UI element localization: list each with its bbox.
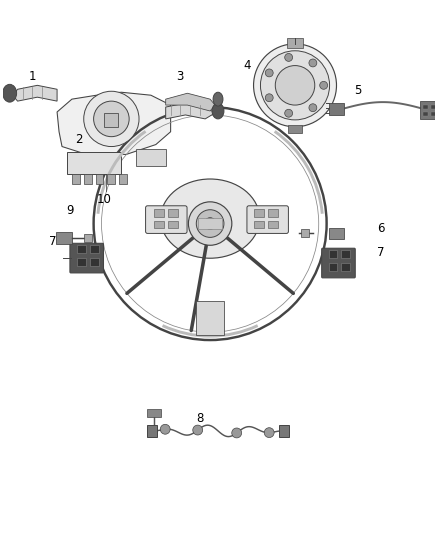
Bar	[90, 258, 99, 266]
Bar	[147, 409, 161, 417]
Circle shape	[188, 202, 232, 245]
Ellipse shape	[212, 103, 224, 119]
Bar	[328, 263, 337, 271]
Bar	[424, 105, 428, 109]
Circle shape	[264, 427, 274, 438]
Ellipse shape	[3, 84, 17, 102]
Bar	[77, 258, 86, 266]
Bar	[72, 174, 80, 184]
Polygon shape	[166, 93, 215, 111]
Circle shape	[309, 104, 317, 111]
Bar	[342, 263, 350, 271]
Bar	[342, 250, 350, 258]
Bar	[105, 113, 118, 127]
Bar	[431, 112, 436, 116]
Bar	[431, 105, 436, 109]
Bar	[420, 101, 438, 119]
Bar	[288, 125, 302, 133]
Circle shape	[193, 425, 203, 435]
Text: 5: 5	[354, 84, 361, 96]
Circle shape	[261, 51, 329, 120]
Bar	[198, 217, 222, 230]
Bar	[196, 301, 224, 335]
Text: 6: 6	[378, 222, 385, 235]
FancyBboxPatch shape	[321, 248, 355, 278]
Bar	[84, 235, 92, 243]
Bar	[328, 228, 344, 239]
Ellipse shape	[213, 92, 223, 106]
Bar	[268, 221, 278, 229]
Circle shape	[320, 82, 328, 89]
Bar	[254, 209, 264, 216]
Circle shape	[204, 217, 216, 230]
Circle shape	[196, 209, 224, 237]
Bar	[254, 221, 264, 229]
Bar	[119, 174, 127, 184]
Circle shape	[309, 59, 317, 67]
Circle shape	[285, 109, 293, 117]
Bar	[155, 221, 164, 229]
Text: 2: 2	[75, 133, 82, 146]
Circle shape	[265, 69, 273, 77]
Bar	[56, 232, 72, 244]
Bar	[168, 209, 178, 216]
Bar	[136, 149, 166, 166]
Bar	[279, 425, 289, 437]
Text: 9: 9	[66, 204, 74, 217]
Circle shape	[84, 91, 139, 147]
Bar	[77, 245, 86, 253]
Bar	[155, 209, 164, 216]
Text: 1: 1	[28, 69, 36, 83]
Polygon shape	[57, 92, 171, 155]
Bar	[287, 38, 303, 48]
Bar	[301, 230, 309, 237]
Text: 7: 7	[49, 235, 56, 248]
Text: 10: 10	[97, 192, 112, 206]
Polygon shape	[166, 103, 215, 119]
Bar	[147, 425, 157, 437]
Text: 7: 7	[378, 246, 385, 259]
FancyBboxPatch shape	[247, 206, 288, 233]
Circle shape	[285, 53, 293, 61]
Polygon shape	[13, 85, 57, 101]
Circle shape	[275, 66, 315, 105]
Bar	[67, 152, 121, 174]
Circle shape	[94, 101, 129, 136]
Circle shape	[254, 44, 336, 127]
FancyBboxPatch shape	[70, 243, 103, 273]
Bar	[328, 103, 344, 115]
Bar	[84, 174, 92, 184]
Bar	[168, 221, 178, 229]
Bar	[95, 174, 103, 184]
Ellipse shape	[161, 179, 260, 258]
FancyBboxPatch shape	[145, 206, 187, 233]
Text: 3: 3	[177, 69, 184, 83]
Circle shape	[265, 94, 273, 102]
Bar	[424, 112, 428, 116]
Circle shape	[232, 428, 242, 438]
Bar	[328, 250, 337, 258]
Text: 4: 4	[244, 59, 251, 72]
Circle shape	[160, 424, 170, 434]
Bar	[268, 209, 278, 216]
Bar	[90, 245, 99, 253]
Text: 8: 8	[196, 411, 203, 425]
Bar	[107, 174, 115, 184]
